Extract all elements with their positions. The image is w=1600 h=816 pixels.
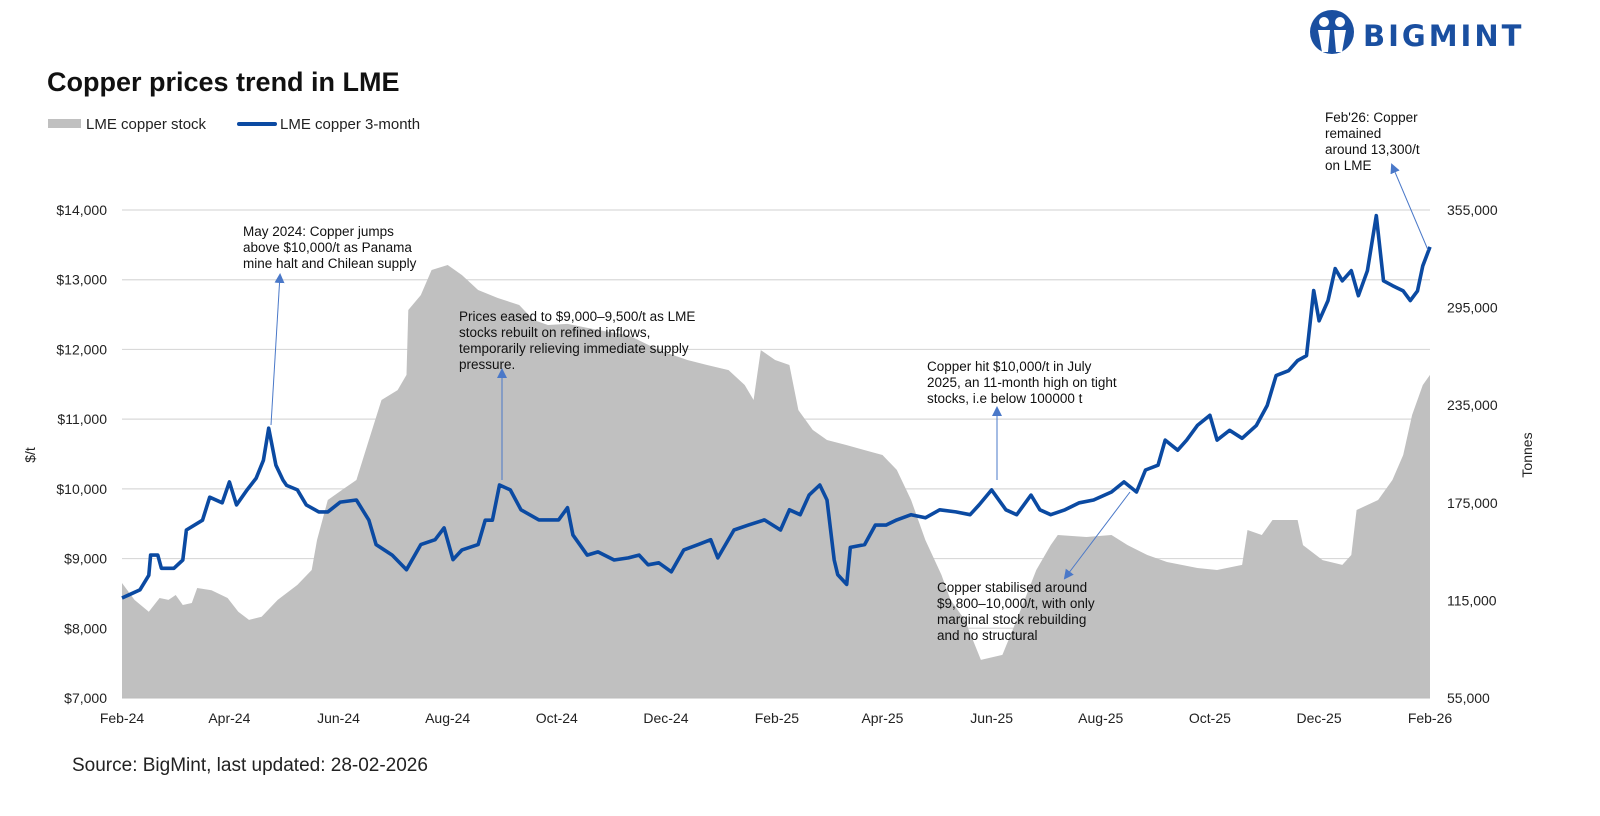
annotation-arrow [1063, 491, 1131, 580]
legend-label-stock: LME copper stock [86, 116, 207, 133]
annotation-text: Copper stabilised around [937, 580, 1087, 595]
annotation-text: pressure. [459, 357, 515, 372]
chart-title: Copper prices trend in LME [47, 67, 400, 97]
annotation-text: marginal stock rebuilding [937, 612, 1086, 627]
annotation-text: and no structural [937, 628, 1038, 643]
y-right-tick-label: 235,000 [1447, 397, 1498, 413]
y-left-tick-label: $7,000 [64, 690, 107, 706]
legend-label-price: LME copper 3-month [280, 116, 420, 133]
axes: $7,000 $8,000 $9,000 $10,000 $11,000 $12,000 $… [56, 202, 1497, 726]
stock-area-layer [122, 265, 1430, 698]
bigmint-logo: BIGMINT [1310, 10, 1524, 54]
annotation-text: temporarily relieving immediate supply [459, 341, 689, 356]
y-right-tick-label: 175,000 [1447, 495, 1498, 511]
y-right-tick-label: 55,000 [1447, 690, 1490, 706]
price-line-layer [121, 213, 1432, 600]
x-tick-label: Oct-24 [536, 710, 578, 726]
x-tick-label: Dec-24 [643, 710, 688, 726]
y-left-tick-label: $12,000 [56, 341, 107, 357]
stock-area [122, 265, 1430, 698]
annotation-text: 2025, an 11-month high on tight [927, 375, 1117, 390]
x-tick-label: Dec-25 [1296, 710, 1341, 726]
annotation-text: May 2024: Copper jumps [243, 224, 394, 239]
x-tick-label: Jun-24 [317, 710, 360, 726]
y-left-tick-label: $9,000 [64, 551, 107, 567]
x-tick-label: Oct-25 [1189, 710, 1231, 726]
source-note: Source: BigMint, last updated: 28-02-202… [72, 755, 428, 776]
annotation: Copper stabilised around$9,800–10,000/t,… [937, 491, 1131, 643]
x-tick-label: Feb-26 [1408, 710, 1453, 726]
y-left-tick-label: $13,000 [56, 272, 107, 288]
annotation-text: Copper hit $10,000/t in July [927, 359, 1092, 374]
annotation-text: stocks, i.e below 100000 t [927, 391, 1083, 406]
y-right-tick-label: 355,000 [1447, 202, 1498, 218]
x-tick-label: Jun-25 [970, 710, 1013, 726]
y-left-tick-label: $8,000 [64, 620, 107, 636]
price-line [121, 213, 1432, 600]
annotation-text: on LME [1325, 158, 1372, 173]
x-tick-label: Apr-25 [861, 710, 903, 726]
annotation-text: Feb'26: Copper [1325, 110, 1418, 125]
y-right-tick-label: 295,000 [1447, 300, 1498, 316]
x-tick-label: Apr-24 [208, 710, 250, 726]
annotation-text: $9,800–10,000/t, with only [937, 596, 1095, 611]
annotation: Prices eased to $9,000–9,500/t as LMEsto… [459, 309, 695, 480]
logo-icon [1310, 10, 1354, 54]
logo-text: BIGMINT [1363, 19, 1524, 53]
annotation-text: remained [1325, 126, 1381, 141]
annotation-text: stocks rebuilt on refined inflows, [459, 325, 650, 340]
y-left-tick-label: $14,000 [56, 202, 107, 218]
legend-swatch-stock [48, 119, 81, 128]
annotation-arrow [270, 273, 285, 426]
x-tick-label: Aug-24 [425, 710, 470, 726]
annotation-arrow [1390, 163, 1429, 251]
annotation-text: above $10,000/t as Panama [243, 240, 412, 255]
annotation-text: around 13,300/t [1325, 142, 1420, 157]
y-left-tick-label: $11,000 [57, 411, 107, 427]
annotation-text: mine halt and Chilean supply [243, 256, 417, 271]
legend: LME copper stock LME copper 3-month [48, 116, 420, 133]
y-right-tick-label: 115,000 [1447, 592, 1497, 608]
annotation-text: Prices eased to $9,000–9,500/t as LME [459, 309, 695, 324]
x-tick-label: Feb-25 [755, 710, 800, 726]
x-tick-label: Aug-25 [1078, 710, 1123, 726]
y-right-label: Tonnes [1519, 432, 1535, 477]
y-left-tick-label: $10,000 [56, 481, 107, 497]
y-left-label: $/t [22, 447, 38, 463]
x-tick-label: Feb-24 [100, 710, 145, 726]
